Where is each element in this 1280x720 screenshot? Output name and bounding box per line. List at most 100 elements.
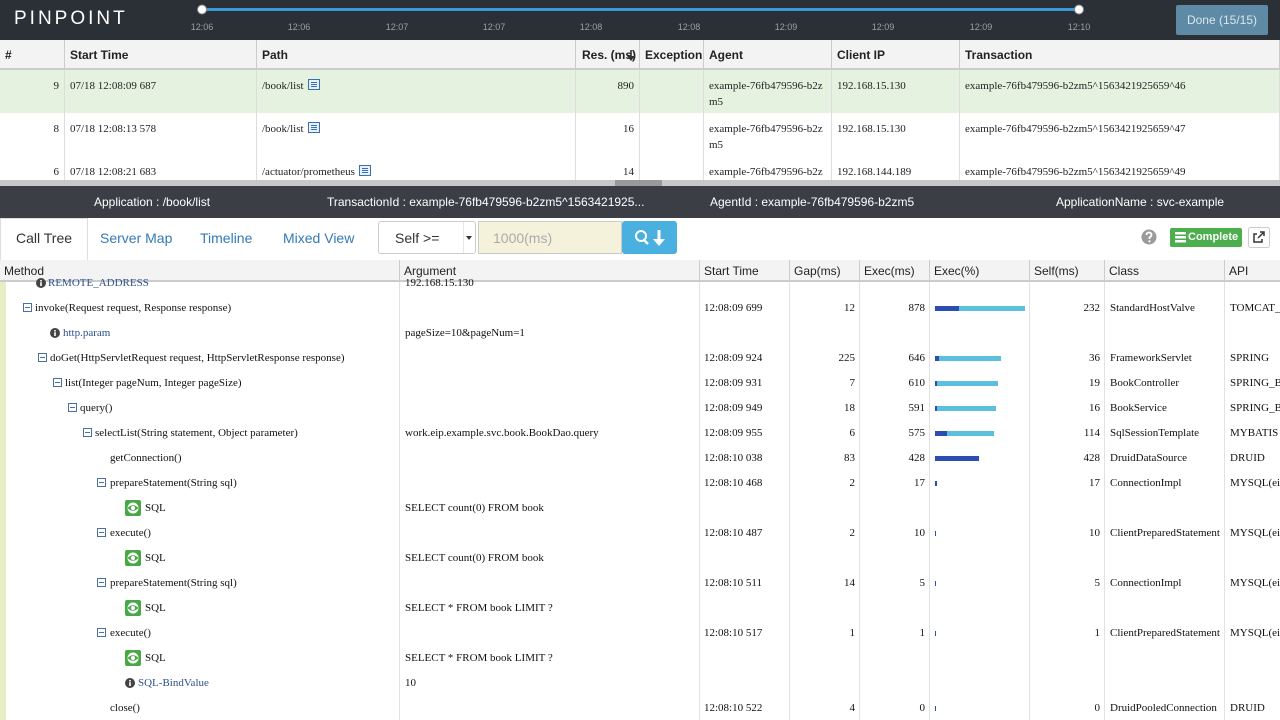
column-divider bbox=[929, 282, 930, 720]
tree-row[interactable]: getConnection() 12:08:10 038 83 428 428 Druid… bbox=[0, 446, 1280, 471]
self: 10 bbox=[1089, 527, 1100, 539]
argument: SELECT count(0) FROM book bbox=[405, 552, 544, 564]
self-bar bbox=[935, 531, 937, 536]
class: SqlSessionTemplate bbox=[1110, 427, 1200, 439]
detail-icon[interactable] bbox=[307, 79, 320, 90]
toggle-icon bbox=[68, 403, 77, 412]
tree-row[interactable]: http.param pageSize=10&pageNum=1 bbox=[0, 321, 1280, 346]
class: DruidPooledConnection bbox=[1110, 702, 1217, 714]
exec-bar bbox=[935, 356, 1002, 361]
class: ConnectionImpl bbox=[1110, 477, 1182, 489]
done-button[interactable]: Done (15/15) bbox=[1176, 5, 1268, 35]
column-header[interactable]: Exception bbox=[640, 40, 704, 70]
toggle-icon bbox=[97, 628, 106, 637]
method: execute() bbox=[110, 627, 151, 639]
tree-row[interactable]: REMOTE_ADDRESS 192.168.15.130 bbox=[0, 271, 1280, 296]
gap: 2 bbox=[849, 527, 856, 539]
tab[interactable]: Call Tree bbox=[16, 230, 73, 246]
tree-row[interactable]: SQL SELECT * FROM book LIMIT ? bbox=[0, 646, 1280, 671]
timeline-tick: 12:06 bbox=[287, 22, 311, 32]
tree-row[interactable]: SQL-BindValue 10 bbox=[0, 671, 1280, 696]
gap: 6 bbox=[849, 427, 856, 439]
table-row[interactable]: 9 07/18 12:08:09 687/book/list 890 example-… bbox=[0, 70, 1280, 114]
start-time: 12:08:09 924 bbox=[704, 352, 763, 364]
column-header[interactable]: Transaction bbox=[960, 40, 1280, 70]
column-header[interactable]: Path bbox=[257, 40, 576, 70]
column-divider bbox=[789, 282, 790, 720]
detail-icon[interactable] bbox=[307, 122, 320, 133]
timeline-tick: 12:08 bbox=[677, 22, 701, 32]
top-bar: PINPOINT Done (15/15) 12:06 12:06 12:07 12:… bbox=[0, 0, 1280, 40]
client-ip: 192.168.15.130 bbox=[837, 80, 906, 92]
toggle-icon bbox=[83, 428, 92, 437]
column-header[interactable]: API bbox=[1225, 260, 1280, 282]
filter-select[interactable]: Self >= bbox=[378, 221, 476, 254]
self-bar bbox=[935, 381, 937, 386]
tab[interactable]: Server Map bbox=[100, 230, 173, 246]
tab[interactable]: Mixed View bbox=[283, 230, 355, 246]
column-header[interactable]: Start Time bbox=[700, 260, 790, 282]
column-header[interactable]: Argument bbox=[400, 260, 700, 282]
scrollbar[interactable] bbox=[0, 180, 1280, 186]
cell: 07/18 12:08:21 683 bbox=[65, 156, 257, 180]
method: prepareStatement(String sql) bbox=[110, 477, 237, 489]
api: TOMCAT_ bbox=[1230, 302, 1280, 314]
timeline-tick: 12:07 bbox=[482, 22, 506, 32]
depth-stripe bbox=[0, 282, 6, 720]
help-icon[interactable] bbox=[1141, 229, 1157, 245]
exec: 17 bbox=[914, 477, 925, 489]
cell: example-76fb479596-b2zm5^1563421925659^4… bbox=[960, 113, 1280, 156]
tree-row[interactable]: selectList(String statement, Object para… bbox=[0, 421, 1280, 446]
table-row[interactable]: 6 07/18 12:08:21 683/actuator/prometheus 1… bbox=[0, 156, 1280, 180]
complete-button[interactable]: Complete bbox=[1170, 228, 1242, 247]
column-header[interactable]: Self(ms) bbox=[1030, 260, 1105, 282]
column-header[interactable]: Client IP bbox=[832, 40, 960, 70]
method: SQL bbox=[145, 552, 166, 564]
cell: 890 bbox=[576, 70, 640, 113]
toggle-icon bbox=[38, 353, 47, 362]
column-header[interactable]: Res. (ms) bbox=[576, 40, 640, 70]
cell: 16 bbox=[576, 113, 640, 156]
tree-row[interactable]: SQL SELECT count(0) FROM book bbox=[0, 496, 1280, 521]
search-button[interactable] bbox=[622, 221, 677, 254]
tree-row[interactable]: SQL SELECT count(0) FROM book bbox=[0, 546, 1280, 571]
exec: 428 bbox=[908, 452, 926, 464]
cell: example-76fb479596-b2zm5 bbox=[704, 156, 832, 180]
gap: 1 bbox=[849, 627, 856, 639]
cell: 07/18 12:08:13 578 bbox=[65, 113, 257, 156]
method: SQL bbox=[145, 502, 166, 514]
tree-row[interactable]: query() 12:08:09 949 18 591 16 BookService SPR… bbox=[0, 396, 1280, 421]
cell: 07/18 12:08:09 687 bbox=[65, 70, 257, 113]
tree-row[interactable]: doGet(HttpServletRequest request, HttpSe… bbox=[0, 346, 1280, 371]
column-header[interactable]: Gap(ms) bbox=[790, 260, 860, 282]
method: list(Integer pageNum, Integer pageSize) bbox=[65, 377, 242, 389]
column-header[interactable]: Method bbox=[0, 260, 400, 282]
toggle-icon bbox=[53, 378, 62, 387]
share-button[interactable] bbox=[1248, 227, 1270, 248]
column-header[interactable]: # bbox=[0, 40, 65, 70]
column-header[interactable]: Start Time bbox=[65, 40, 257, 70]
column-header[interactable]: Exec(%) bbox=[930, 260, 1030, 282]
column-header[interactable]: Class bbox=[1105, 260, 1225, 282]
tree-row[interactable]: SQL SELECT * FROM book LIMIT ? bbox=[0, 596, 1280, 621]
tree-row[interactable]: close() 12:08:10 522 4 0 0 DruidPooledConnect… bbox=[0, 696, 1280, 720]
tab[interactable]: Timeline bbox=[200, 230, 253, 246]
column-header[interactable]: Exec(ms) bbox=[860, 260, 930, 282]
column-header[interactable]: Agent bbox=[704, 40, 832, 70]
table-row[interactable]: 8 07/18 12:08:13 578/book/list 16 example-7… bbox=[0, 113, 1280, 157]
active-tab-bg bbox=[0, 218, 88, 260]
threshold-input[interactable]: 1000(ms) bbox=[478, 221, 622, 254]
tree-row[interactable]: invoke(Request request, Response respons… bbox=[0, 296, 1280, 321]
tree-row[interactable]: prepareStatement(String sql) 12:08:10 511… bbox=[0, 571, 1280, 596]
tree-row[interactable]: prepareStatement(String sql) 12:08:10 468… bbox=[0, 471, 1280, 496]
timeline-tick: 12:07 bbox=[385, 22, 409, 32]
tree-row[interactable]: list(Integer pageNum, Integer pageSize) 1… bbox=[0, 371, 1280, 396]
tree-row[interactable]: execute() 12:08:10 517 1 1 1 ClientPreparedSt… bbox=[0, 621, 1280, 646]
exec: 591 bbox=[908, 402, 926, 414]
api: SPRING_B bbox=[1230, 377, 1280, 389]
cell: 9 bbox=[0, 70, 65, 113]
info-item: AgentId : example-76fb479596-b2zm5 bbox=[710, 195, 915, 209]
timeline-slider[interactable] bbox=[195, 2, 1087, 18]
tree-row[interactable]: execute() 12:08:10 487 2 10 10 ClientPrepared… bbox=[0, 521, 1280, 546]
detail-icon[interactable] bbox=[358, 165, 371, 176]
